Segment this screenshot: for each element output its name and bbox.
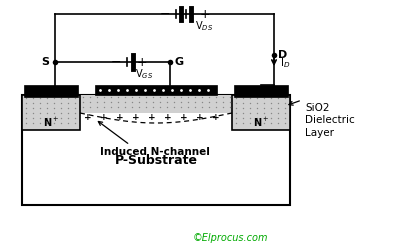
Bar (232, 95, 290, 130)
Text: +: + (116, 112, 124, 122)
Text: +: + (100, 112, 108, 122)
Text: V$_{GS}$: V$_{GS}$ (135, 67, 153, 81)
Text: I$_D$: I$_D$ (280, 56, 290, 70)
Text: ©Elprocus.com: ©Elprocus.com (192, 233, 268, 243)
Text: −: − (160, 7, 170, 20)
Text: +: + (84, 112, 92, 122)
Text: +: + (200, 7, 210, 20)
Text: +: + (132, 112, 140, 122)
Text: −: − (111, 56, 121, 68)
Bar (22, 95, 290, 205)
Text: Induced N-channel: Induced N-channel (100, 147, 210, 157)
Bar (95, 85, 217, 95)
Bar (22, 95, 80, 130)
Text: +: + (164, 112, 172, 122)
Bar (234, 85, 288, 97)
Text: P-Substrate: P-Substrate (115, 154, 198, 168)
Text: +: + (137, 56, 147, 68)
Text: N$^+$: N$^+$ (43, 115, 59, 129)
Bar (22, 95, 290, 113)
Text: +: + (148, 112, 156, 122)
Bar (24, 85, 78, 97)
Text: D: D (278, 50, 288, 60)
Text: S: S (41, 57, 49, 67)
Text: SiO2
Dielectric
Layer: SiO2 Dielectric Layer (305, 103, 355, 138)
Text: +: + (212, 112, 220, 122)
Text: V$_{DS}$: V$_{DS}$ (195, 19, 213, 33)
Text: N$^+$: N$^+$ (253, 115, 269, 129)
Text: G: G (175, 57, 184, 67)
Text: +: + (180, 112, 188, 122)
Text: +: + (196, 112, 204, 122)
